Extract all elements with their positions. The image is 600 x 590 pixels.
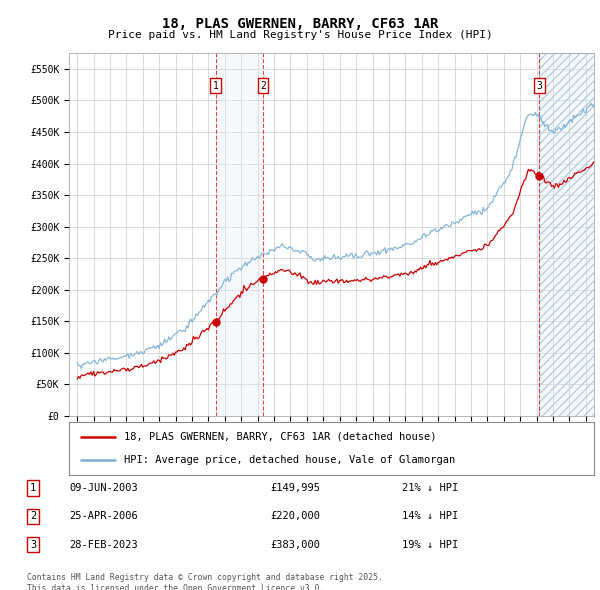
Text: 3: 3	[536, 81, 542, 91]
Text: 19% ↓ HPI: 19% ↓ HPI	[402, 540, 458, 549]
Text: 14% ↓ HPI: 14% ↓ HPI	[402, 512, 458, 521]
Text: 18, PLAS GWERNEN, BARRY, CF63 1AR (detached house): 18, PLAS GWERNEN, BARRY, CF63 1AR (detac…	[124, 432, 437, 442]
Text: 09-JUN-2003: 09-JUN-2003	[69, 483, 138, 493]
Text: 28-FEB-2023: 28-FEB-2023	[69, 540, 138, 549]
Text: £383,000: £383,000	[270, 540, 320, 549]
Text: Price paid vs. HM Land Registry's House Price Index (HPI): Price paid vs. HM Land Registry's House …	[107, 30, 493, 40]
Text: 1: 1	[30, 483, 36, 493]
Text: 2: 2	[260, 81, 266, 91]
Text: 25-APR-2006: 25-APR-2006	[69, 512, 138, 521]
Bar	[539, 53, 594, 416]
Bar	[215, 53, 263, 416]
Text: HPI: Average price, detached house, Vale of Glamorgan: HPI: Average price, detached house, Vale…	[124, 455, 455, 465]
Text: 3: 3	[30, 540, 36, 549]
Text: £149,995: £149,995	[270, 483, 320, 493]
Text: 1: 1	[213, 81, 218, 91]
Text: 2: 2	[30, 512, 36, 521]
Text: £220,000: £220,000	[270, 512, 320, 521]
Bar	[539, 53, 594, 416]
Text: 18, PLAS GWERNEN, BARRY, CF63 1AR: 18, PLAS GWERNEN, BARRY, CF63 1AR	[162, 17, 438, 31]
Text: 21% ↓ HPI: 21% ↓ HPI	[402, 483, 458, 493]
Text: Contains HM Land Registry data © Crown copyright and database right 2025.
This d: Contains HM Land Registry data © Crown c…	[27, 573, 383, 590]
